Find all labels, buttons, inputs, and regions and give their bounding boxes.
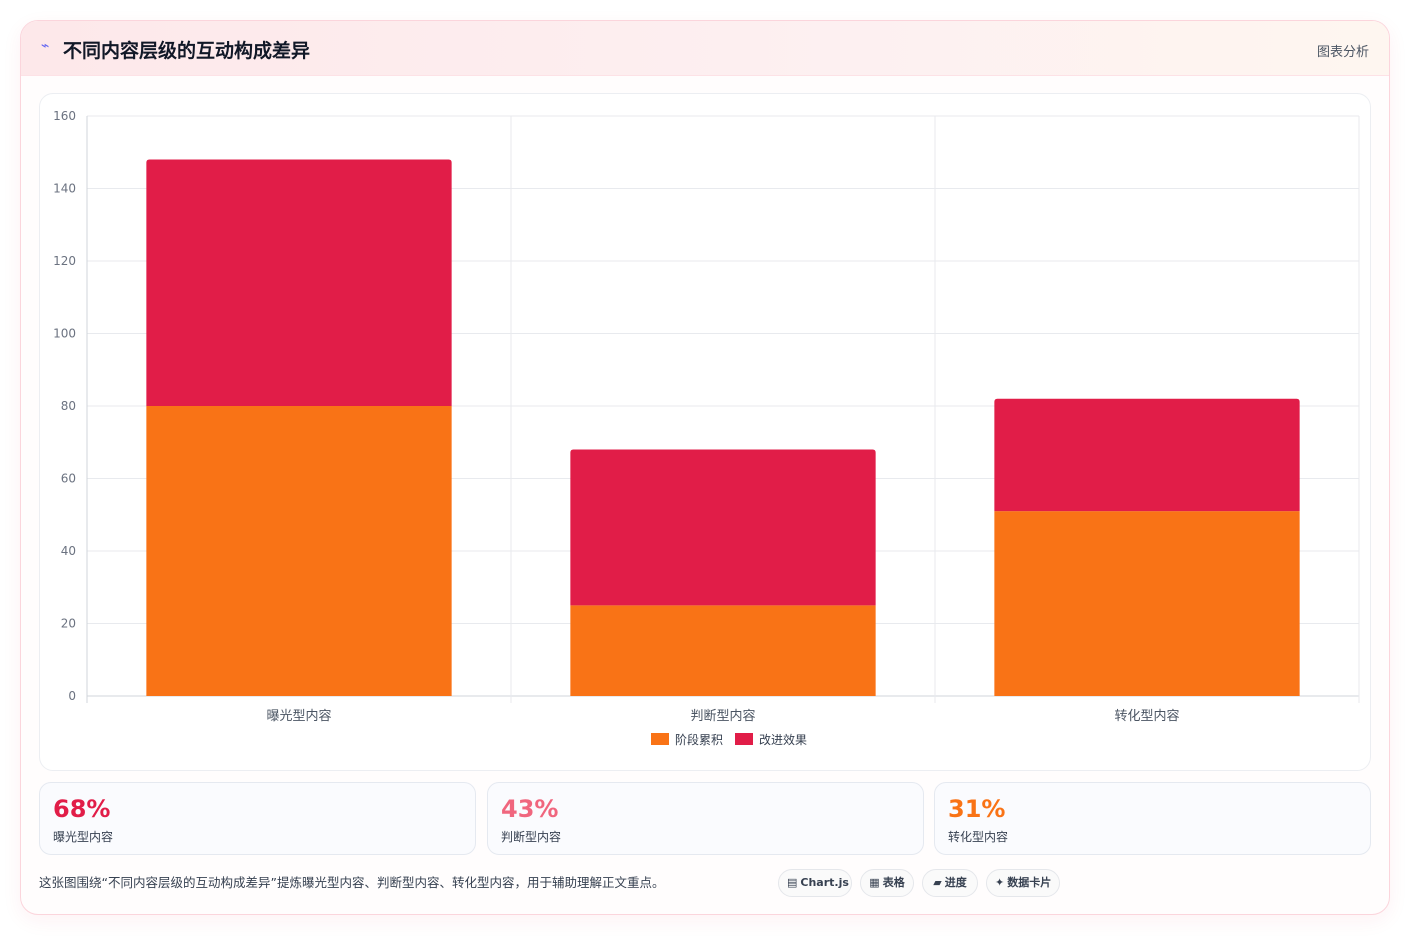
y-tick-label: 40 xyxy=(61,544,76,558)
tag-table[interactable]: ▦ 表格 xyxy=(860,869,914,897)
y-tick-label: 140 xyxy=(53,182,76,196)
card-header: ⌁ 不同内容层级的互动构成差异 图表分析 xyxy=(21,21,1389,76)
chart-description: 这张图围绕“不同内容层级的互动构成差异”提炼曝光型内容、判断型内容、转化型内容，… xyxy=(39,875,665,890)
stat-label: 转化型内容 xyxy=(948,830,1009,844)
stat-label: 曝光型内容 xyxy=(53,830,114,844)
stacked-bar-chart: 0 20 40 60 80 100 120 140 160 曝光型内容 判断型内容 转化型内容阶段累积… xyxy=(53,109,1360,747)
legend-label: 阶段累积 xyxy=(675,732,723,747)
tag-label: Chart.js xyxy=(800,876,849,889)
bar-stage xyxy=(570,605,876,696)
stat-card-judgment: 43% 判断型内容 xyxy=(487,782,924,855)
y-tick-label: 120 xyxy=(53,254,76,268)
stat-value: 43% xyxy=(501,795,559,823)
bar-stage xyxy=(146,406,452,696)
table-icon: ▦ xyxy=(869,876,880,889)
chart-icon: ▤ xyxy=(787,876,798,889)
y-tick-label: 80 xyxy=(61,399,76,413)
y-tick-label: 0 xyxy=(68,689,76,703)
tag-label: 数据卡片 xyxy=(1007,876,1052,889)
bar-improve xyxy=(570,449,876,606)
stat-label: 判断型内容 xyxy=(501,830,562,844)
x-tick-label: 转化型内容 xyxy=(1114,708,1179,724)
y-tick-label: 20 xyxy=(61,617,76,631)
stat-value: 68% xyxy=(53,795,111,823)
progress-icon: ▰ xyxy=(933,876,942,889)
bar-improve xyxy=(146,159,452,406)
tag-progress[interactable]: ▰ 进度 xyxy=(922,869,978,897)
legend-swatch xyxy=(651,733,669,745)
bar-improve xyxy=(994,398,1300,512)
y-tick-label: 160 xyxy=(53,109,76,123)
legend-swatch xyxy=(735,733,753,745)
legend-label: 改进效果 xyxy=(759,732,807,747)
lightning-icon: ⌁ xyxy=(41,38,50,54)
sparkle-icon: ✦ xyxy=(995,876,1005,889)
chart-card: ⌁ 不同内容层级的互动构成差异 图表分析 0 20 40 60 80 100 120 140 1… xyxy=(20,20,1390,915)
chart-panel: 0 20 40 60 80 100 120 140 160 曝光型内容 判断型内容 转化型内容阶段累积… xyxy=(39,93,1371,771)
chart-title: 不同内容层级的互动构成差异 xyxy=(63,40,311,62)
bar-stage xyxy=(994,511,1300,696)
tag-chartjs[interactable]: ▤ Chart.js xyxy=(778,869,852,897)
x-tick-label: 判断型内容 xyxy=(690,708,755,724)
y-tick-label: 60 xyxy=(61,472,76,486)
tag-data-card[interactable]: ✦ 数据卡片 xyxy=(986,869,1060,897)
tag-label: 进度 xyxy=(944,876,967,889)
chart-analysis-label: 图表分析 xyxy=(1316,45,1369,60)
stat-card-exposure: 68% 曝光型内容 xyxy=(39,782,476,855)
tag-label: 表格 xyxy=(882,876,905,889)
x-tick-label: 曝光型内容 xyxy=(266,708,331,724)
stat-value: 31% xyxy=(948,795,1006,823)
stat-card-conversion: 31% 转化型内容 xyxy=(934,782,1371,855)
y-tick-label: 100 xyxy=(53,327,76,341)
